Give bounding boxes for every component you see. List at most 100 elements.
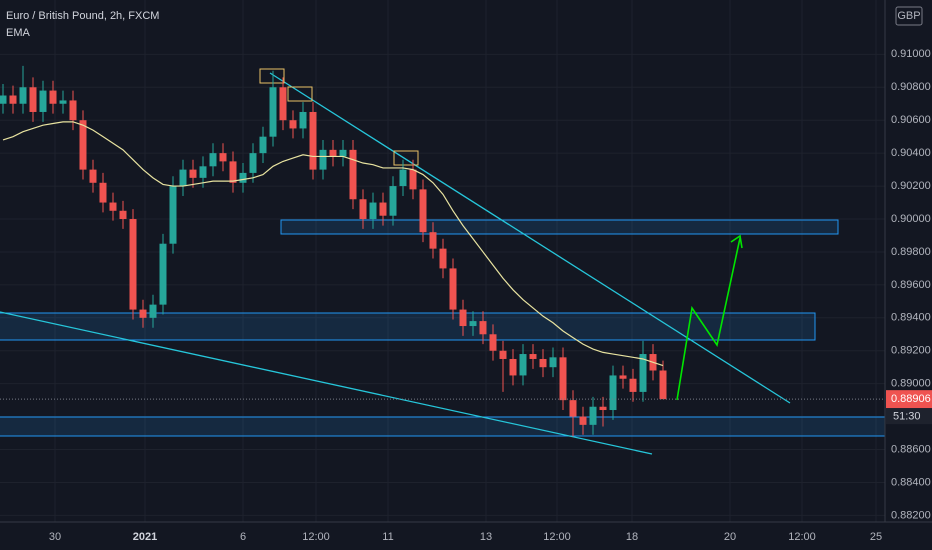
candle-body <box>369 202 377 220</box>
price-axis <box>885 0 932 522</box>
y-tick-label: 0.89200 <box>891 345 931 357</box>
candle-body <box>539 358 547 368</box>
candle-body <box>249 153 257 173</box>
y-tick-label: 0.89600 <box>891 279 931 291</box>
y-tick-label: 0.88200 <box>891 509 931 521</box>
last-price-badge <box>886 390 932 409</box>
y-tick-label: 0.89400 <box>891 312 931 324</box>
x-tick-label: 25 <box>870 531 882 543</box>
candle-body <box>239 172 247 183</box>
y-tick-label: 0.90600 <box>891 114 931 126</box>
trendline <box>269 72 791 404</box>
x-tick-label: 11 <box>382 531 393 543</box>
currency-badge[interactable] <box>895 6 923 26</box>
candle-body <box>29 87 37 112</box>
candle-body <box>219 153 227 162</box>
candle-body <box>129 219 137 310</box>
ema-line <box>2 121 664 367</box>
candle-body <box>269 87 277 137</box>
candle-body <box>229 161 237 183</box>
marker-box <box>287 86 313 102</box>
candle-body <box>529 354 537 359</box>
candle-body <box>579 416 587 425</box>
candle-body <box>399 169 407 187</box>
zone <box>280 219 839 235</box>
candle-body <box>589 406 597 425</box>
candle-body <box>169 186 177 244</box>
chart-title: Euro / British Pound, 2h, FXCM <box>6 10 159 22</box>
currency: GBP <box>897 10 920 22</box>
candle-body <box>359 199 367 220</box>
candle-body <box>149 304 157 318</box>
last-price-label: 0.88906 <box>891 393 931 405</box>
candle-body <box>659 370 667 400</box>
marker-box <box>259 68 285 84</box>
candle-body <box>419 189 427 233</box>
trendline <box>0 311 653 455</box>
candle-body <box>409 169 417 190</box>
candle-body <box>9 95 17 104</box>
candle-body <box>0 95 7 104</box>
candle-body <box>619 375 627 379</box>
zone <box>0 312 816 341</box>
candle-body <box>519 354 527 376</box>
candle-body <box>329 149 337 157</box>
candle-body <box>609 375 617 411</box>
candle-body <box>119 210 127 220</box>
candle-body <box>259 136 267 154</box>
countdown-badge <box>886 408 932 425</box>
candle-body <box>509 358 517 376</box>
zone <box>0 416 889 437</box>
candle-body <box>549 357 557 368</box>
candle-body <box>139 309 147 318</box>
y-tick-label: 0.88600 <box>891 443 931 455</box>
y-tick-label: 0.90200 <box>891 180 931 192</box>
candle-body <box>309 111 317 170</box>
axes: 0.882000.884000.886000.888000.890000.892… <box>49 48 932 543</box>
candle-body <box>429 232 437 249</box>
candle-body <box>349 149 357 200</box>
x-tick-label: 18 <box>626 531 638 543</box>
y-tick-label: 0.89000 <box>891 378 931 390</box>
candle-body <box>449 268 457 310</box>
x-tick-label: 6 <box>240 531 246 543</box>
x-tick-label: 12:00 <box>543 531 571 543</box>
candle-body <box>159 243 167 305</box>
y-tick-label: 0.89800 <box>891 246 931 258</box>
candle-body <box>559 357 567 401</box>
marker-box <box>393 150 419 166</box>
candles <box>0 65 885 437</box>
candle-body <box>49 90 57 104</box>
candle-body <box>379 202 387 216</box>
candle-body <box>639 354 647 392</box>
candle-body <box>499 350 507 359</box>
y-tick-label: 0.90400 <box>891 147 931 159</box>
y-tick-label: 0.90000 <box>891 213 931 225</box>
candle-body <box>389 186 397 216</box>
candle-body <box>19 87 27 104</box>
projection-arrow <box>676 237 741 401</box>
y-tick-label: 0.88400 <box>891 476 931 488</box>
y-tick-label: 0.90800 <box>891 81 931 93</box>
candle-body <box>299 111 307 129</box>
candle-body <box>439 248 447 269</box>
x-tick-label: 30 <box>49 531 61 543</box>
x-tick-label: 2021 <box>133 531 157 543</box>
candle-body <box>279 87 287 121</box>
candle-body <box>79 120 87 170</box>
arrow-head <box>730 234 743 249</box>
x-tick-label: 12:00 <box>302 531 330 543</box>
candle-body <box>479 321 487 335</box>
countdown-label: 51:30 <box>893 411 921 423</box>
candle-body <box>59 100 67 104</box>
indicator-label: EMA <box>6 27 31 39</box>
candle-body <box>339 149 347 157</box>
candle-body <box>459 309 467 327</box>
candle-body <box>599 406 607 411</box>
candle-body <box>89 169 97 183</box>
y-tick-label: 0.91000 <box>891 48 931 60</box>
candle-body <box>109 202 117 211</box>
